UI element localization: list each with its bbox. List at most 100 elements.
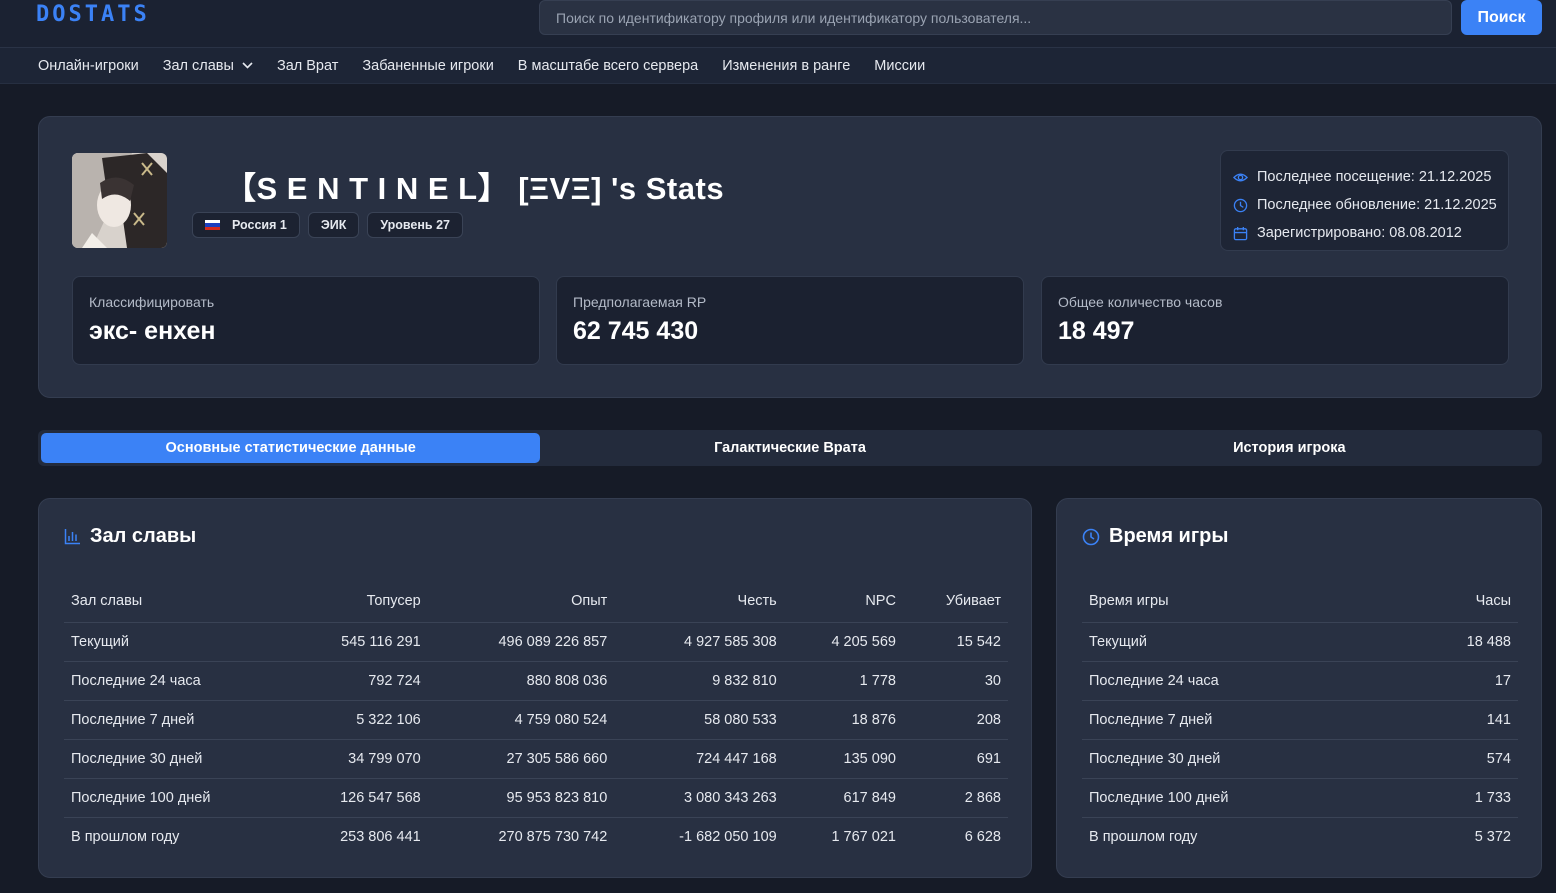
nav-label: Забаненные игроки — [362, 57, 494, 74]
search-input[interactable] — [539, 0, 1452, 35]
table-cell: Последние 100 дней — [64, 777, 284, 817]
table-cell: 1 733 — [1397, 777, 1518, 817]
table-cell: В прошлом году — [64, 816, 284, 856]
chevron-down-icon — [242, 62, 253, 69]
table-cell: В прошлом году — [1082, 816, 1398, 856]
table-cell: -1 682 050 109 — [614, 816, 784, 856]
search-button[interactable]: Поиск — [1461, 0, 1542, 35]
nav-gate-hall[interactable]: Зал Врат — [277, 58, 338, 74]
table-row: В прошлом году 253 806 441 270 875 730 742… — [64, 816, 1008, 856]
nav-label: Миссии — [874, 57, 926, 74]
column-header: Зал славы — [71, 592, 143, 609]
tab-main-stats[interactable]: Основные статистические данные — [41, 433, 541, 463]
tab-player-history[interactable]: История игрока — [1233, 440, 1346, 456]
tab-galaxy-gates[interactable]: Галактические Врата — [714, 440, 866, 456]
panel-title-text: Время игры — [1109, 525, 1229, 547]
table-row: Последние 7 дней 5 322 106 4 759 080 524 58… — [64, 699, 1008, 739]
table-cell: 2 868 — [902, 777, 1008, 817]
nav-label: Изменения в ранге — [722, 57, 851, 74]
table-cell: 792 724 — [284, 660, 428, 700]
nav-rank-changes[interactable]: Изменения в ранге — [722, 58, 850, 74]
rp-stat-box: Предполагаемая RP 62 745 430 — [556, 276, 1024, 365]
main-nav: Онлайн-игроки Зал славы Зал Врат Забанен… — [0, 48, 1556, 84]
panel-title-text: Зал славы — [90, 525, 197, 547]
nav-label: Онлайн-игроки — [38, 57, 139, 74]
table-cell: Последние 7 дней — [64, 699, 284, 739]
table-cell: 27 305 586 660 — [427, 738, 615, 778]
table-cell: 208 — [902, 699, 1008, 739]
table-cell: 1 778 — [783, 660, 903, 700]
registered-row: Зарегистрировано: 08.08.2012 — [1233, 219, 1508, 247]
table-header-row: Время игры Часы — [1082, 580, 1518, 622]
hall-of-fame-panel: Зал славы Зал славы Топусер Опыт Честь N… — [38, 498, 1032, 878]
column-header: Честь — [737, 592, 777, 609]
stat-label: Классифицировать — [89, 294, 215, 310]
table-cell: Текущий — [64, 621, 284, 661]
table-cell: 574 — [1397, 738, 1518, 778]
table-cell: 58 080 533 — [614, 699, 784, 739]
last-seen-row: Последнее посещение: 21.12.2025 — [1233, 163, 1508, 191]
column-header: Убивает — [945, 592, 1001, 609]
table-cell: 9 832 810 — [614, 660, 784, 700]
table-cell: 617 849 — [783, 777, 903, 817]
site-logo[interactable]: DOSTATS — [36, 2, 150, 27]
table-cell: Последние 30 дней — [64, 738, 284, 778]
table-cell: 17 — [1397, 660, 1518, 700]
table-cell: 691 — [902, 738, 1008, 778]
table-cell: 1 767 021 — [783, 816, 903, 856]
table-row: Текущий 545 116 291 496 089 226 857 4 927 5… — [64, 621, 1008, 661]
nav-hall-of-fame[interactable]: Зал славы — [163, 58, 253, 74]
profile-card: 【S E N T I N E L】 [ΞVΞ] 's Stats Россия … — [38, 116, 1542, 398]
table-row: Последние 100 дней 1 733 — [1082, 777, 1518, 817]
nav-online-players[interactable]: Онлайн-игроки — [38, 58, 139, 74]
table-cell: 126 547 568 — [284, 777, 428, 817]
nav-banned-players[interactable]: Забаненные игроки — [362, 58, 493, 74]
table-cell: 545 116 291 — [284, 621, 428, 661]
nav-label: Зал славы — [162, 57, 234, 74]
clock-icon — [1233, 198, 1248, 212]
table-cell: 18 876 — [783, 699, 903, 739]
table-row: Последние 24 часа 17 — [1082, 660, 1518, 700]
hours-stat-box: Общее количество часов 18 497 — [1041, 276, 1509, 365]
player-name: 【S E N T I N E L】 [ΞVΞ] 's Stats — [225, 171, 725, 206]
bar-chart-icon — [64, 529, 80, 545]
table-header-row: Зал славы Топусер Опыт Честь NPC Убивает — [64, 580, 1008, 622]
table-row: Последние 7 дней 141 — [1082, 699, 1518, 739]
table-cell: 4 759 080 524 — [427, 699, 615, 739]
avatar — [72, 153, 167, 248]
rank-stat-box: Классифицировать экс- енхен — [72, 276, 540, 365]
table-cell: 135 090 — [783, 738, 903, 778]
table-cell: 724 447 168 — [614, 738, 784, 778]
table-cell: 5 372 — [1397, 816, 1518, 856]
top-bar: DOSTATS Поиск — [0, 0, 1556, 48]
table-cell: 496 089 226 857 — [427, 621, 615, 661]
table-cell: 18 488 — [1397, 621, 1518, 661]
column-header: Время игры — [1089, 592, 1169, 609]
nav-label: Зал Врат — [276, 57, 339, 74]
last-seen-text: Последнее посещение: 21.12.2025 — [1257, 169, 1492, 185]
panel-title: Время игры — [1082, 525, 1228, 548]
profile-badges: Россия 1 ЭИК Уровень 27 — [192, 212, 463, 238]
table-cell: 4 927 585 308 — [614, 621, 784, 661]
profile-info-box: Последнее посещение: 21.12.2025 Последне… — [1220, 150, 1509, 251]
russia-flag-icon — [205, 220, 220, 230]
table-cell: 270 875 730 742 — [427, 816, 615, 856]
last-update-row: Последнее обновление: 21.12.2025 — [1233, 191, 1508, 219]
table-row: Последние 100 дней 126 547 568 95 953 823 … — [64, 777, 1008, 817]
playtime-panel: Время игры Время игры Часы Текущий 18 488… — [1056, 498, 1542, 878]
level-badge: Уровень 27 — [367, 212, 463, 238]
hall-of-fame-table: Зал славы Топусер Опыт Честь NPC Убивает… — [64, 580, 1008, 856]
stat-label: Общее количество часов — [1058, 294, 1223, 310]
column-header: NPC — [865, 592, 896, 609]
table-cell: 3 080 343 263 — [614, 777, 784, 817]
nav-server-wide[interactable]: В масштабе всего сервера — [518, 58, 698, 74]
table-row: Последние 30 дней 34 799 070 27 305 586 66… — [64, 738, 1008, 778]
table-cell: 95 953 823 810 — [427, 777, 615, 817]
table-cell: 5 322 106 — [284, 699, 428, 739]
table-row: Последние 30 дней 574 — [1082, 738, 1518, 778]
table-cell: Последние 24 часа — [64, 660, 284, 700]
nav-missions[interactable]: Миссии — [874, 58, 925, 74]
calendar-icon — [1233, 226, 1248, 240]
table-cell: Последние 7 дней — [1082, 699, 1398, 739]
eye-icon — [1233, 173, 1248, 181]
